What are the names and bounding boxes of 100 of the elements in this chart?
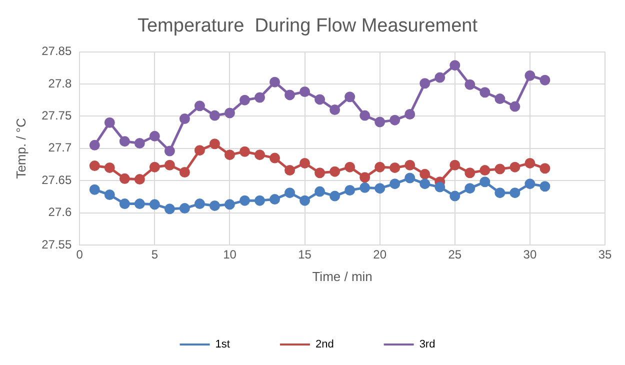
point (464, 168, 476, 178)
point (149, 162, 160, 172)
point (239, 195, 250, 206)
point (524, 70, 536, 81)
point (464, 183, 476, 194)
point (164, 204, 175, 214)
point (314, 94, 326, 105)
point (510, 101, 520, 112)
y-tick-label: 27.6 (48, 205, 72, 220)
point (254, 150, 266, 160)
point (524, 178, 536, 190)
point (194, 100, 205, 112)
x-tick-label: 5 (151, 248, 158, 262)
point (164, 160, 175, 170)
point (224, 199, 235, 210)
point (270, 76, 280, 88)
point (494, 188, 506, 198)
point (119, 136, 130, 147)
point (300, 195, 310, 206)
legend-label: 1st (215, 338, 230, 351)
point (450, 160, 460, 170)
point (374, 183, 386, 194)
point (239, 146, 250, 157)
point (344, 185, 356, 196)
point (360, 182, 370, 193)
point (179, 114, 190, 124)
point (404, 109, 416, 120)
point (390, 114, 400, 126)
point (270, 194, 280, 205)
x-tick-label: 30 (523, 248, 537, 262)
point (420, 168, 430, 180)
point (494, 94, 506, 104)
point (524, 158, 536, 168)
point (149, 130, 160, 142)
point (390, 178, 400, 190)
point (104, 162, 115, 173)
point (480, 165, 490, 176)
point (540, 163, 550, 174)
point (390, 162, 400, 173)
point (104, 190, 115, 200)
point (194, 145, 205, 156)
legend-label: 3rd (419, 338, 436, 351)
point (450, 190, 460, 202)
point (360, 172, 370, 183)
point (540, 74, 550, 86)
point (330, 190, 340, 202)
point (344, 92, 356, 102)
point (134, 198, 145, 210)
y-tick-label: 27.75 (42, 108, 72, 123)
point (104, 117, 115, 128)
x-tick-label: 20 (373, 248, 387, 262)
point (254, 92, 266, 103)
point (119, 198, 130, 210)
point (494, 164, 506, 174)
x-tick-label: 10 (223, 248, 237, 262)
point (464, 79, 476, 90)
point (209, 138, 220, 150)
point (360, 110, 370, 121)
point (134, 174, 145, 185)
point (89, 160, 100, 172)
point (300, 158, 310, 168)
point (89, 140, 100, 150)
point (374, 116, 386, 128)
point (420, 178, 430, 190)
point (134, 138, 145, 148)
point (149, 199, 160, 210)
point (330, 166, 340, 177)
point (434, 72, 446, 83)
x-axis-title: Time / min (312, 268, 372, 284)
point (194, 198, 205, 210)
y-tick-label: 27.65 (42, 172, 72, 187)
point (374, 162, 386, 172)
point (314, 168, 326, 178)
point (89, 184, 100, 195)
point (284, 165, 296, 176)
point (119, 173, 130, 184)
point (314, 186, 326, 197)
legend-label: 2nd (315, 338, 334, 351)
y-tick-label: 27.7 (48, 140, 72, 155)
point (344, 162, 356, 172)
point (254, 195, 266, 206)
y-axis-title: Temp. / °C (13, 118, 28, 179)
x-tick-label: 15 (298, 248, 312, 262)
x-tick-label: 25 (448, 248, 462, 262)
point (300, 86, 310, 97)
point (270, 152, 280, 164)
point (480, 176, 490, 188)
point (420, 78, 430, 89)
point (209, 110, 220, 121)
point (284, 188, 296, 198)
point (224, 150, 235, 160)
point (540, 181, 550, 192)
point (164, 146, 175, 156)
point (404, 172, 416, 184)
point (330, 104, 340, 116)
point (224, 108, 235, 118)
x-tick-label: 35 (598, 248, 612, 262)
point (239, 94, 250, 106)
point (510, 188, 520, 198)
point (284, 90, 296, 100)
